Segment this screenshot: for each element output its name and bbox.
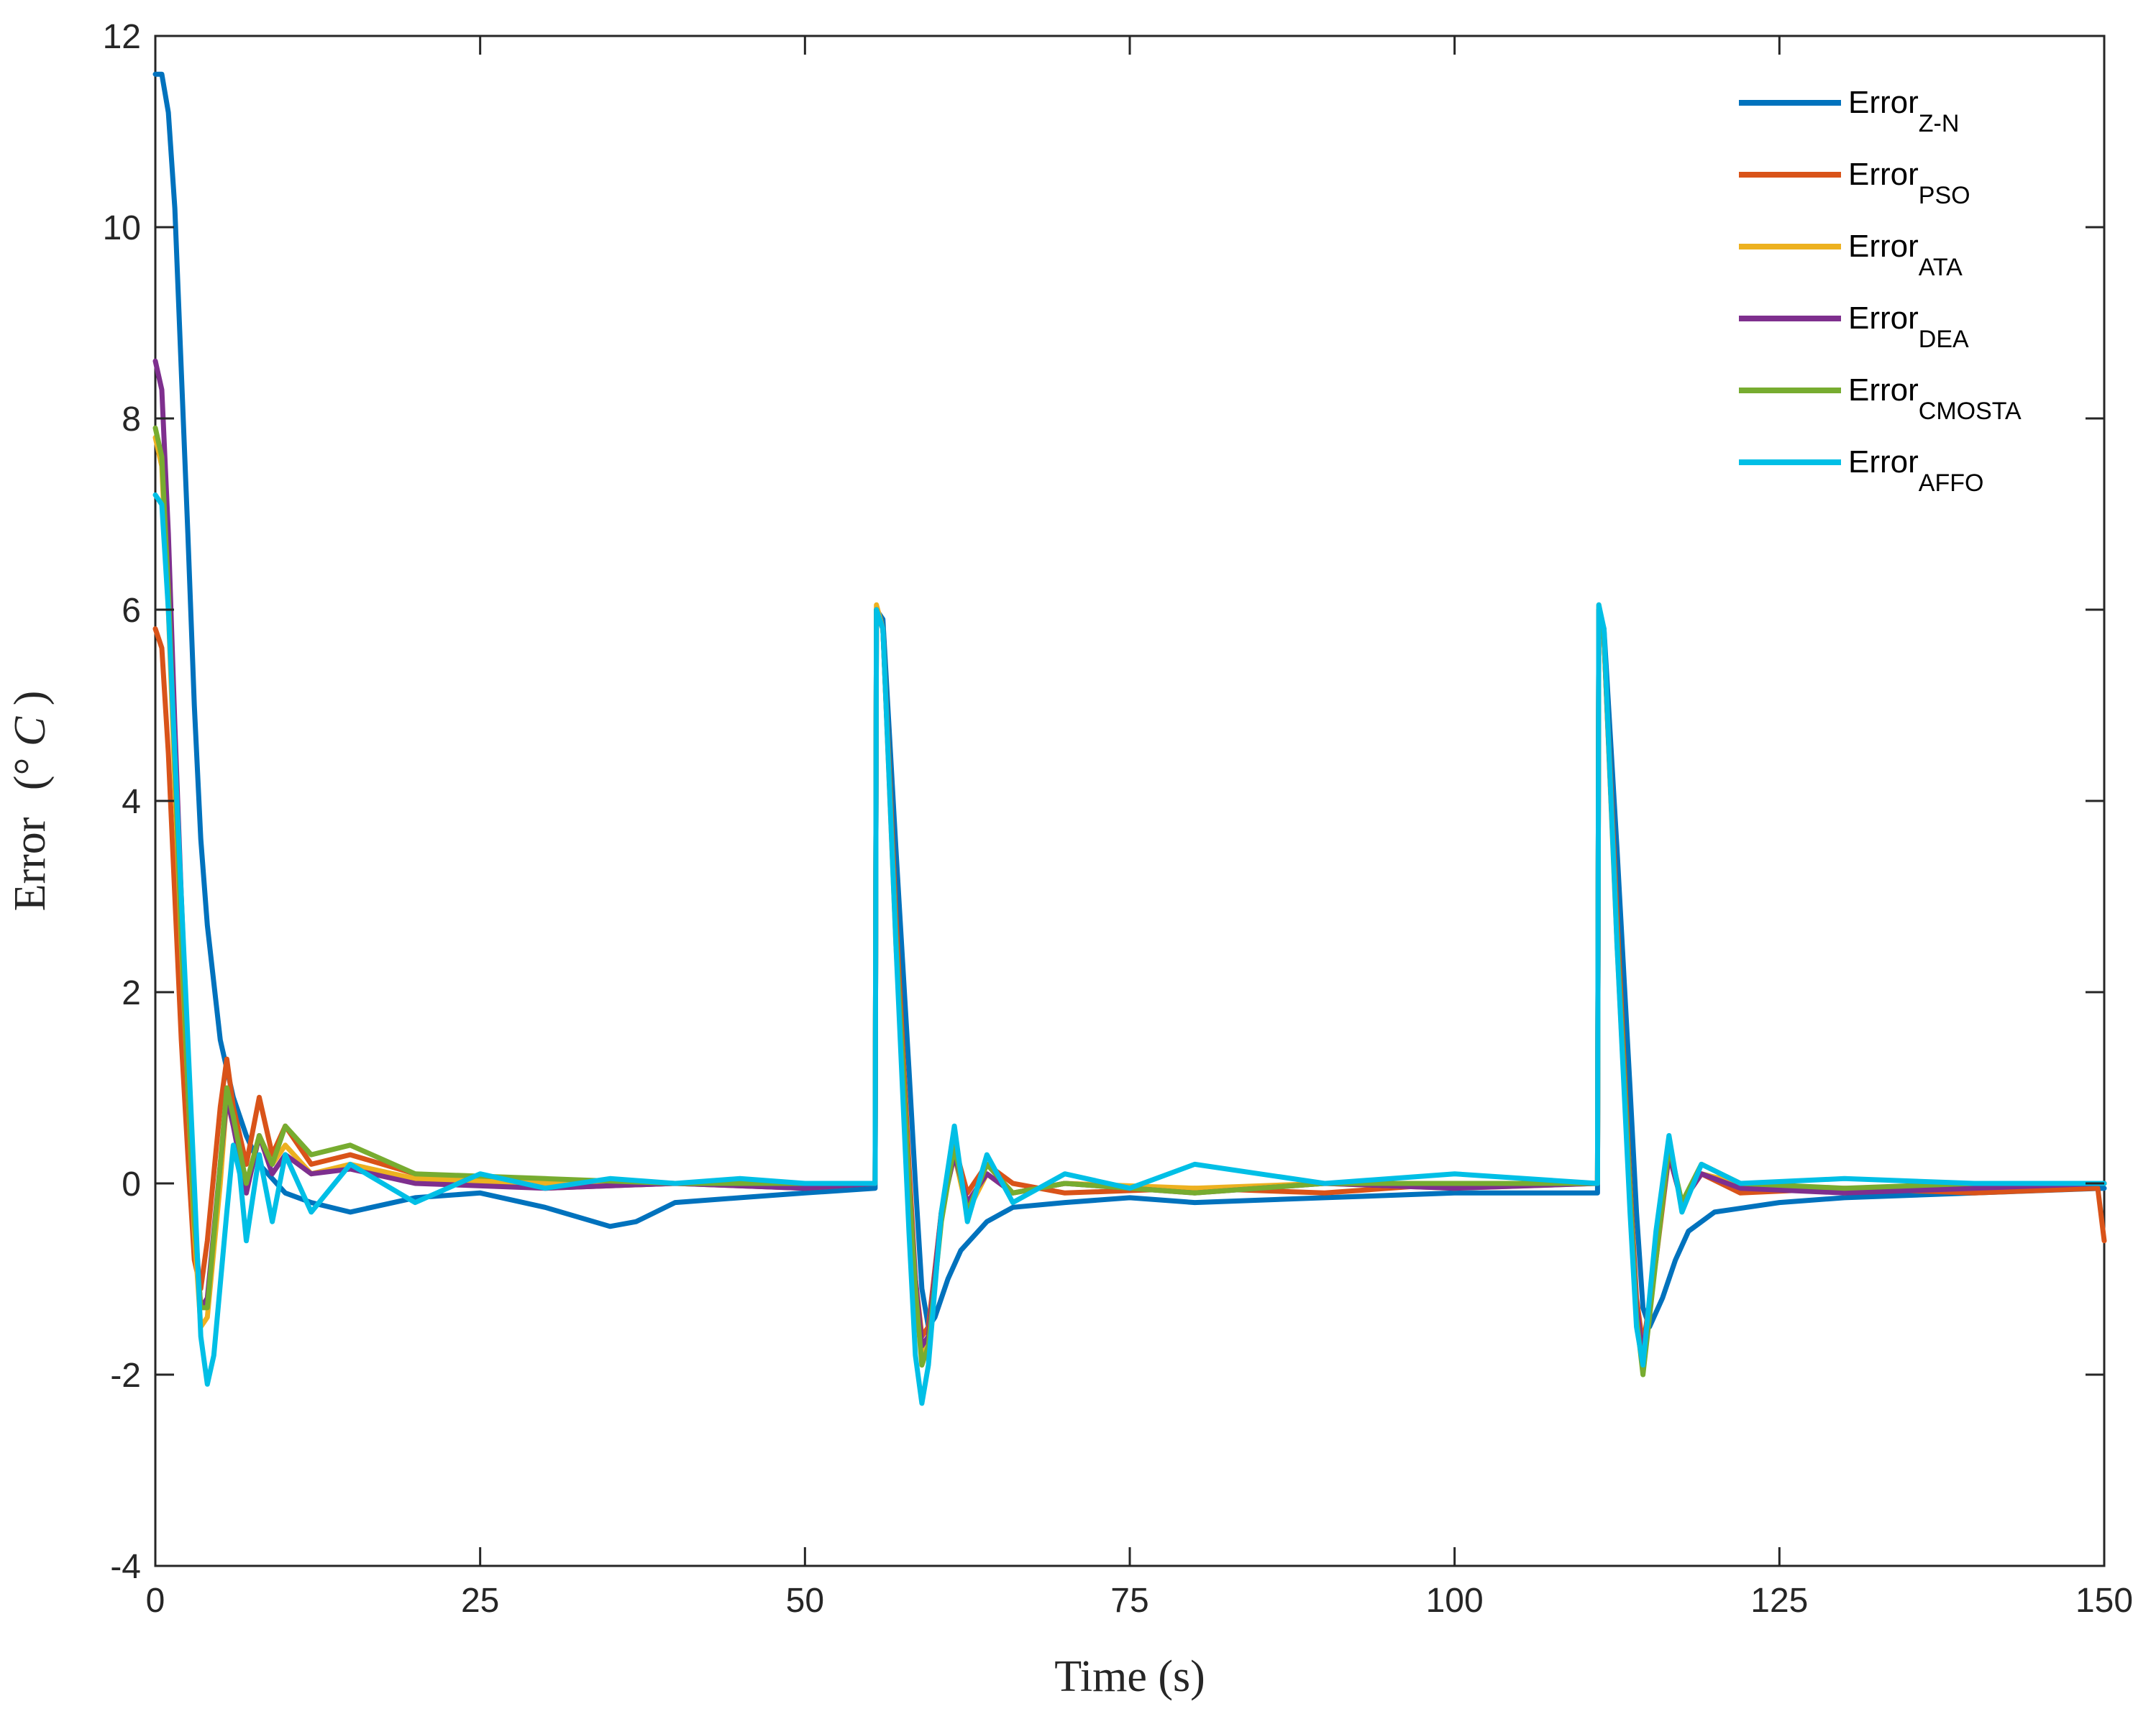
y-tick-label: 8: [122, 400, 141, 439]
legend-label-main: Error: [1848, 301, 1919, 336]
legend-item-dea: ErrorDEA: [1739, 301, 1969, 353]
legend-label-main: Error: [1848, 157, 1919, 192]
x-tick-label: 0: [146, 1582, 165, 1620]
legend-label-main: Error: [1848, 444, 1919, 480]
legend-item-ata: ErrorATA: [1739, 229, 1963, 281]
legend-item-z-n: ErrorZ-N: [1739, 85, 1959, 137]
y-axis-title-unit-var: C: [6, 716, 55, 746]
legend-label-subscript: ATA: [1919, 254, 1963, 281]
legend-label-main: Error: [1848, 85, 1919, 120]
legend-label-subscript: CMOSTA: [1919, 398, 2022, 425]
y-tick-label: -2: [110, 1357, 141, 1395]
legend-label-subscript: DEA: [1919, 326, 1969, 353]
y-axis-title: Error (° C ): [6, 691, 55, 912]
legend-item-pso: ErrorPSO: [1739, 157, 1970, 209]
legend-label: ErrorPSO: [1848, 157, 1970, 209]
x-tick-label: 100: [1426, 1582, 1484, 1620]
x-tick-label: 150: [2075, 1582, 2133, 1620]
y-tick-label: 10: [103, 209, 141, 247]
legend-label: ErrorZ-N: [1848, 85, 1959, 137]
plot-area-frame: [154, 35, 2106, 1567]
y-tick-label: 2: [122, 974, 141, 1012]
legend-item-cmosta: ErrorCMOSTA: [1739, 372, 2022, 425]
y-axis-title-unit-prefix: (°: [6, 758, 55, 790]
y-axis-title-main: Error: [6, 817, 55, 911]
x-tick-label: 25: [461, 1582, 499, 1620]
legend-item-affo: ErrorAFFO: [1739, 444, 1983, 497]
y-tick-label: -4: [110, 1548, 141, 1586]
x-axis-title: Time (s): [1054, 1652, 1205, 1701]
axis-ticks: [154, 35, 2106, 1567]
y-tick-label: 4: [122, 783, 141, 821]
legend-label: ErrorCMOSTA: [1848, 372, 2022, 425]
y-tick-label: 6: [122, 592, 141, 630]
legend-label: ErrorATA: [1848, 229, 1963, 281]
legend-label: ErrorAFFO: [1848, 444, 1983, 497]
x-tick-label: 75: [1110, 1582, 1148, 1620]
legend-label: ErrorDEA: [1848, 301, 1969, 353]
legend-label-main: Error: [1848, 372, 1919, 408]
y-tick-label: 12: [103, 18, 141, 56]
axis-tick-labels: 0 25 50 75 100 125 150 -4 -2 0 2 4 6 8 10 12: [103, 18, 2133, 1620]
y-axis-title-unit-suffix: ): [6, 691, 55, 706]
legend-label-subscript: PSO: [1919, 182, 1970, 209]
legend-label-subscript: AFFO: [1919, 469, 1984, 497]
series-line-affo: [152, 492, 2107, 1406]
legend-label-main: Error: [1848, 229, 1919, 264]
x-tick-label: 50: [786, 1582, 824, 1620]
legend: ErrorZ-NErrorPSOErrorATAErrorDEAErrorCMO…: [1739, 85, 2022, 497]
series-lines: [152, 71, 2107, 1406]
x-tick-label: 125: [1750, 1582, 1808, 1620]
y-tick-label: 0: [122, 1165, 141, 1204]
legend-label-subscript: Z-N: [1919, 110, 1960, 137]
